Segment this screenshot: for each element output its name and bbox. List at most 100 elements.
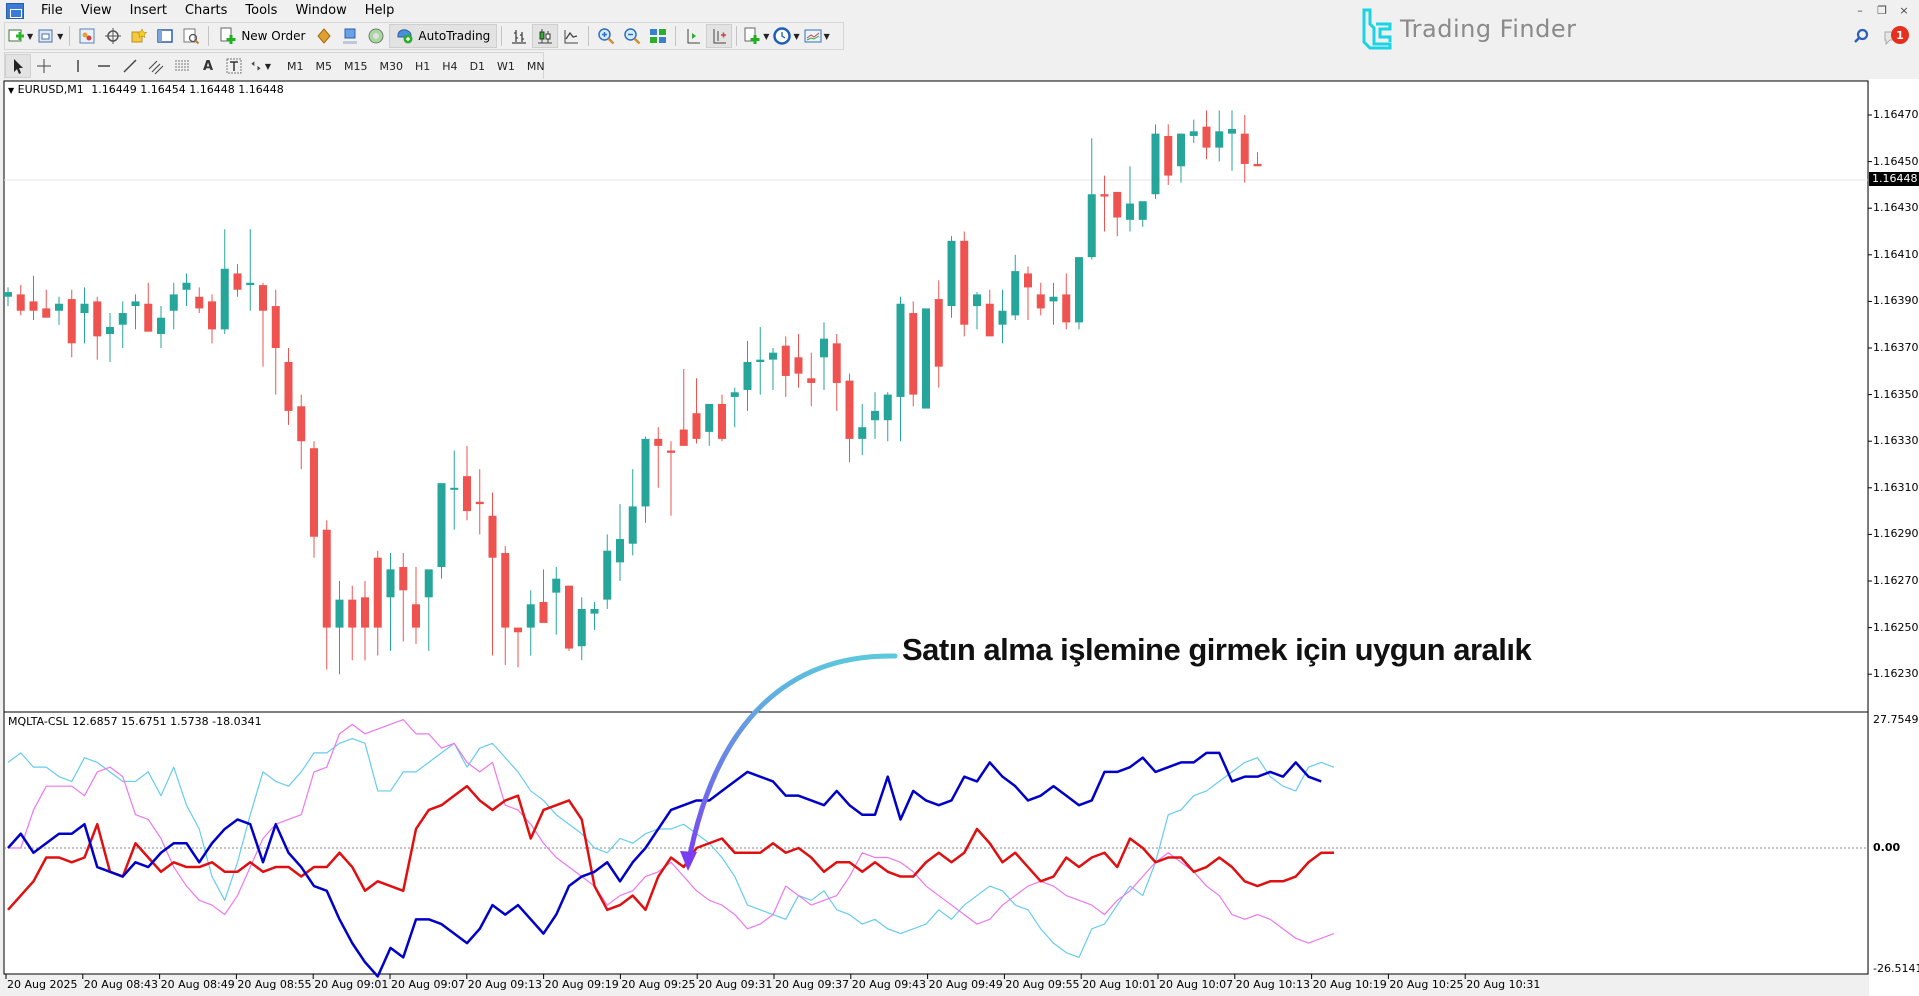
trading-finder-logo-icon xyxy=(1362,8,1392,50)
terminal-button[interactable] xyxy=(152,24,178,48)
restore-button[interactable]: ❐ xyxy=(1877,3,1887,17)
menu-tools[interactable]: Tools xyxy=(245,3,278,18)
timeframe-m15[interactable]: M15 xyxy=(344,59,368,73)
profiles-icon xyxy=(38,29,53,43)
time-tick-label: 20 Aug 10:25 xyxy=(1389,978,1464,991)
market-button[interactable] xyxy=(363,24,389,48)
cursor-tool[interactable] xyxy=(5,54,31,78)
navigator-button[interactable] xyxy=(126,24,152,48)
zoom-in-button[interactable] xyxy=(593,24,619,48)
line-chart-button[interactable] xyxy=(558,24,584,48)
chart-shift-button[interactable] xyxy=(680,24,706,48)
price-tick-label: 1.16250 xyxy=(1873,620,1919,634)
logo-text: Trading Finder xyxy=(1400,15,1577,43)
timeframe-m5[interactable]: M5 xyxy=(315,59,333,73)
metaeditor-button[interactable] xyxy=(311,24,337,48)
indicators-button[interactable]: ▼ xyxy=(741,24,771,48)
timeframe-m1[interactable]: M1 xyxy=(287,59,304,73)
timeframe-w1[interactable]: W1 xyxy=(497,59,515,73)
menu-view[interactable]: View xyxy=(80,3,112,18)
toolbar-separator xyxy=(501,26,503,46)
toolbar-separator xyxy=(208,26,210,46)
time-tick-label: 20 Aug 10:01 xyxy=(1082,978,1157,991)
chart-header: ▼ EURUSD,M1 1.16449 1.16454 1.16448 1.16… xyxy=(8,83,284,96)
new-chart-button[interactable]: ▼ xyxy=(5,24,35,48)
menu-charts[interactable]: Charts xyxy=(184,3,228,18)
chart-canvas[interactable] xyxy=(0,79,1919,996)
menu-window[interactable]: Window xyxy=(295,3,347,18)
notification-badge: 1 xyxy=(1891,26,1909,44)
collapse-triangle-icon[interactable]: ▼ xyxy=(8,86,15,95)
chevron-down-icon: ▼ xyxy=(793,31,800,41)
autoscroll-button[interactable] xyxy=(706,24,733,48)
horizontal-line-tool[interactable] xyxy=(91,54,117,78)
fibonacci-tool[interactable] xyxy=(169,54,195,78)
profiles-button[interactable]: ▼ xyxy=(35,24,65,48)
price-tick-label: 1.16370 xyxy=(1873,341,1919,354)
time-tick-label: 20 Aug 08:49 xyxy=(160,978,235,991)
search-icon[interactable] xyxy=(1853,28,1869,44)
strategy-tester-button[interactable] xyxy=(178,24,204,48)
crosshair-tool[interactable] xyxy=(31,54,57,78)
menu-help[interactable]: Help xyxy=(364,3,395,18)
toolbar-separator xyxy=(736,26,738,46)
new-order-button[interactable]: New Order xyxy=(213,24,311,48)
time-tick-label: 20 Aug 10:31 xyxy=(1466,978,1541,991)
price-tick-label: 1.16470 xyxy=(1873,108,1919,121)
chart-window[interactable]: ▼ EURUSD,M1 1.16449 1.16454 1.16448 1.16… xyxy=(0,79,1919,996)
price-tick-label: 1.16290 xyxy=(1873,527,1919,541)
fibonacci-icon xyxy=(175,60,189,71)
minimize-button[interactable]: – xyxy=(1857,3,1863,17)
signals-button[interactable] xyxy=(337,24,363,48)
trendline-tool[interactable] xyxy=(117,54,143,78)
market-watch-button[interactable] xyxy=(74,24,100,48)
templates-button[interactable]: ▼ xyxy=(802,24,832,48)
menu-insert[interactable]: Insert xyxy=(129,3,167,18)
time-tick-label: 20 Aug 09:07 xyxy=(391,978,466,991)
timeframe-d1[interactable]: D1 xyxy=(469,59,486,73)
price-axis-ticks xyxy=(1868,114,1872,675)
tile-windows-button[interactable] xyxy=(645,24,671,48)
data-window-button[interactable] xyxy=(100,24,126,48)
text-label-tool[interactable] xyxy=(221,54,247,78)
bar-chart-button[interactable] xyxy=(506,24,532,48)
menu-bar: File View Insert Charts Tools Window Hel… xyxy=(0,0,1919,22)
app-icon xyxy=(6,3,24,19)
candlestick-icon xyxy=(538,29,553,44)
price-tick-label: 1.16410 xyxy=(1873,247,1919,261)
drawing-toolbar: A ▼ M1 M5 M15 M30 H1 H4 D1 W1 MN xyxy=(4,52,545,80)
text-tool[interactable]: A xyxy=(195,54,221,78)
indicator-axis-zero: 0.00 xyxy=(1873,841,1901,854)
time-tick-label: 20 Aug 09:55 xyxy=(1005,978,1080,991)
equidistant-channel-tool[interactable] xyxy=(143,54,169,78)
annotation-arrow xyxy=(685,653,898,868)
zoom-out-icon xyxy=(624,28,641,45)
arrows-tool[interactable]: ▼ xyxy=(247,54,273,78)
signals-icon xyxy=(343,28,358,44)
time-tick-label: 20 Aug 09:25 xyxy=(621,978,696,991)
timeframe-m30[interactable]: M30 xyxy=(379,59,404,73)
time-tick-label: 20 Aug 09:01 xyxy=(314,978,389,991)
metaeditor-icon xyxy=(317,28,332,44)
vertical-line-tool[interactable] xyxy=(65,54,91,78)
indicator-values: 12.6857 15.6751 1.5738 -18.0341 xyxy=(72,715,262,728)
timeframe-h1[interactable]: H1 xyxy=(415,59,431,73)
periods-button[interactable]: ▼ xyxy=(771,24,801,48)
price-tick-label: 1.16350 xyxy=(1873,387,1919,401)
zoom-out-button[interactable] xyxy=(619,24,645,48)
price-tick-label: 1.16390 xyxy=(1873,294,1919,308)
timeframe-h4[interactable]: H4 xyxy=(442,59,458,73)
autotrading-button[interactable]: AutoTrading xyxy=(389,24,498,48)
time-tick-label: 20 Aug 10:13 xyxy=(1235,978,1310,991)
close-button[interactable]: × xyxy=(1899,3,1909,17)
price-tick-label: 1.16330 xyxy=(1873,434,1919,448)
candlestick-button[interactable] xyxy=(532,24,559,48)
notifications-button[interactable]: 1 xyxy=(1883,26,1909,46)
timeframe-mn[interactable]: MN xyxy=(526,59,545,73)
candlesticks xyxy=(4,110,1262,675)
indicator-name: MQLTA-CSL xyxy=(8,715,69,728)
price-tick-label: 1.16430 xyxy=(1873,201,1919,215)
clock-icon xyxy=(773,27,792,45)
menu-file[interactable]: File xyxy=(41,3,63,18)
